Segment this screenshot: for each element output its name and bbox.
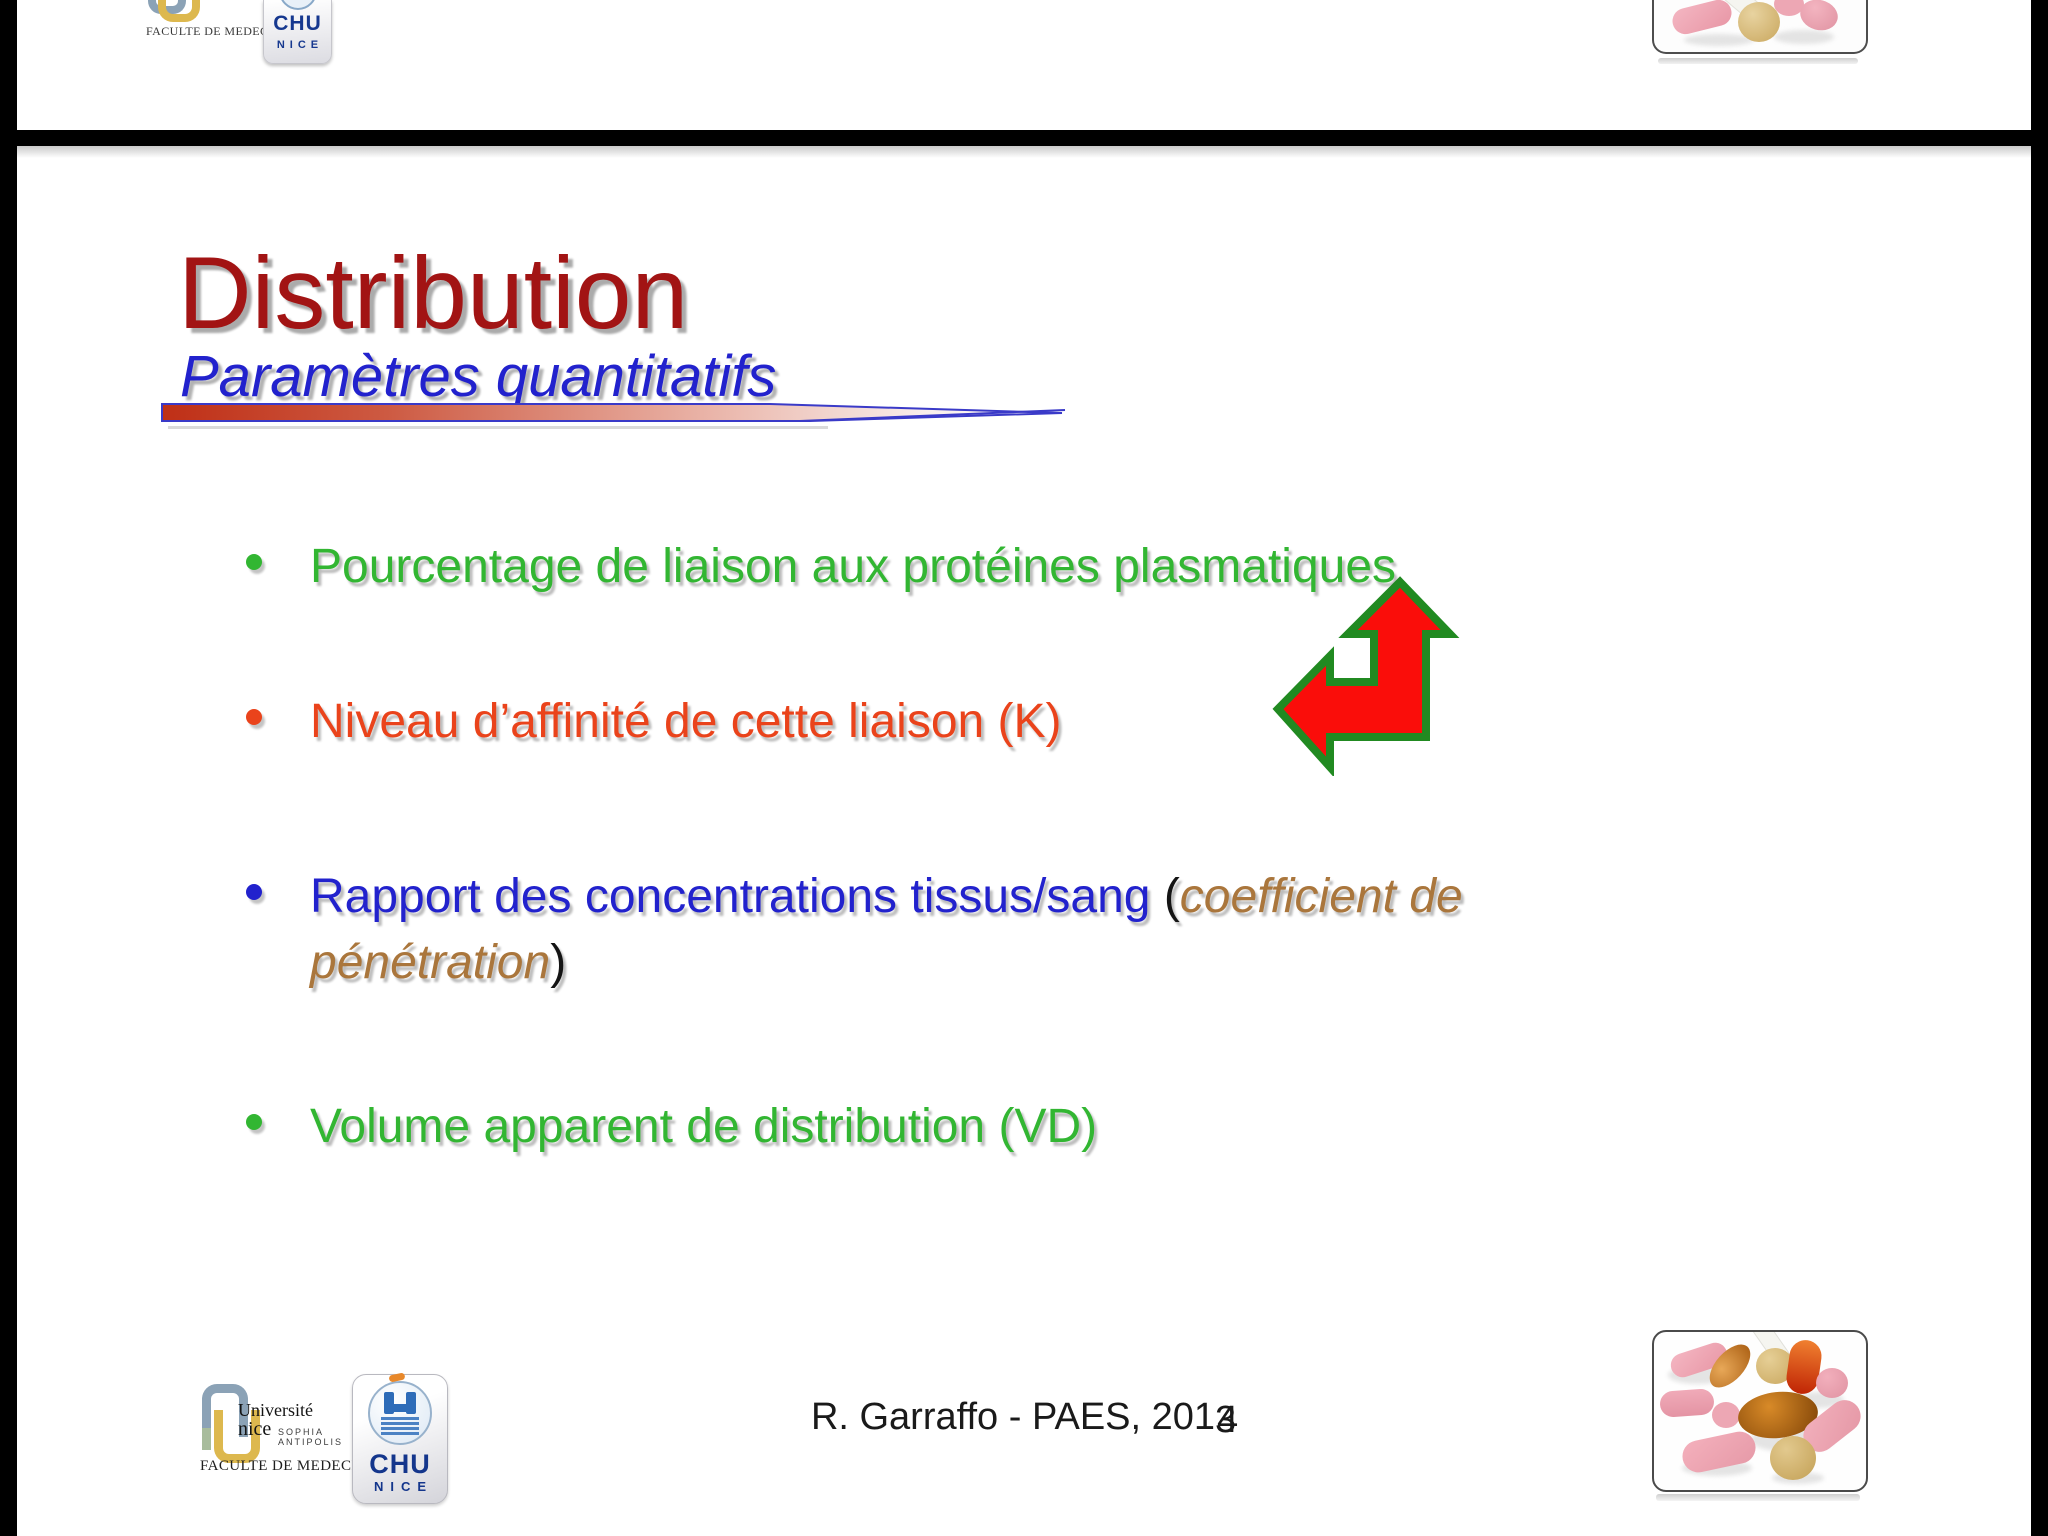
- chu-label: CHU: [369, 1449, 431, 1479]
- bullet-dot: [246, 1114, 262, 1130]
- pills-image: [1652, 1330, 1868, 1492]
- pills-image: [1652, 0, 1868, 54]
- slide-separator-bar: [0, 130, 2048, 146]
- sophia-antipolis-label: SOPHIA ANTIPOLIS: [278, 1427, 344, 1447]
- paren-open: (: [1163, 870, 1180, 923]
- bullet-item: Volume apparent de distribution (VD): [240, 1094, 1840, 1160]
- universite-logo-mark: [202, 1428, 211, 1450]
- viewer-left-margin: [0, 0, 17, 1536]
- bent-arrow-icon: [1272, 576, 1460, 776]
- pills-image-shadow: [1656, 1494, 1860, 1501]
- viewer-right-margin: [2031, 0, 2048, 1536]
- chu-logo-emblem-icon: [279, 0, 317, 10]
- footer-digit: 4: [1217, 1399, 1239, 1441]
- universite-logo-mark: [202, 1384, 248, 1437]
- bullet-text: Pourcentage de liaison aux protéines pla…: [310, 540, 1397, 593]
- nice-label: NICE: [276, 39, 324, 51]
- universite-nice-logo: Université nice SOPHIA ANTIPOLIS FACULTE…: [200, 1384, 380, 1480]
- bullet-item: Niveau d’affinité de cette liaison (K): [240, 689, 1840, 755]
- slide-subtitle: Paramètres quantitatifs: [180, 344, 777, 409]
- universite-nice-logo-fragment: FACULTE DE MEDECINE: [146, 0, 289, 42]
- chu-nice-logo-fragment: CHU NICE: [263, 0, 332, 64]
- universite-logo-mark: [214, 1410, 260, 1463]
- nice-label: NICE: [373, 1479, 434, 1494]
- faculte-de-medecine-label: FACULTE DE MEDECINE: [200, 1458, 378, 1474]
- bullet-text: Volume apparent de distribution (VD): [310, 1100, 1098, 1153]
- chu-logo-emblem-icon: [368, 1381, 432, 1445]
- paren-close: ): [550, 936, 567, 989]
- universite-label: Université: [238, 1400, 313, 1420]
- bullet-text-lead: Rapport des concentrations tissus/sang: [310, 870, 1164, 923]
- faculte-de-medecine-label: FACULTE DE MEDECINE: [146, 24, 290, 38]
- title-divider-arrow: [161, 403, 1066, 422]
- slide-footer: R. Garraffo - PAES, 201 3 4: [724, 1396, 1324, 1441]
- bullet-dot: [246, 709, 262, 725]
- bullet-text-italic: coefficient de: [1179, 870, 1463, 923]
- footer-digit: 3: [1215, 1399, 1237, 1441]
- chu-label: CHU: [273, 12, 322, 35]
- bullet-text: Niveau d’affinité de cette liaison (K): [310, 695, 1062, 748]
- bullet-item: Pourcentage de liaison aux protéines pla…: [240, 534, 1840, 600]
- divider-shadow: [168, 426, 828, 429]
- slide-top-shadow: [17, 146, 2031, 158]
- footer-text: R. Garraffo - PAES, 201: [810, 1396, 1216, 1438]
- bullet-text: Rapport des concentrations tissus/sang (…: [310, 864, 1840, 996]
- bullet-dot: [246, 554, 262, 570]
- nice-label: nice: [238, 1418, 272, 1440]
- pills-image-shadow: [1658, 58, 1858, 64]
- universite-logo-mark: [158, 0, 200, 22]
- chu-nice-logo: CHU NICE: [352, 1372, 448, 1504]
- bullet-item: Rapport des concentrations tissus/sang (…: [240, 864, 1840, 996]
- bullet-text-italic: pénétration: [310, 936, 551, 989]
- bullet-dot: [246, 884, 262, 900]
- slide-title: Distribution: [178, 236, 689, 350]
